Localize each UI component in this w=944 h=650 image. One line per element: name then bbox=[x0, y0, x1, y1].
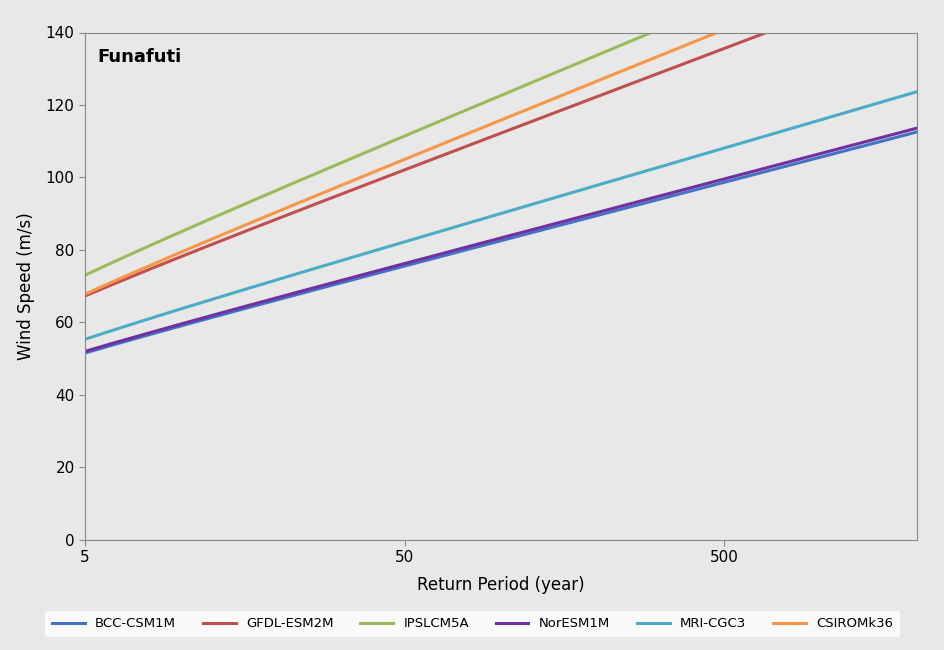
Y-axis label: Wind Speed (m/s): Wind Speed (m/s) bbox=[17, 212, 35, 360]
MRI-CGC3 bbox=[910, 88, 921, 96]
GFDL-ESM2M bbox=[79, 292, 91, 300]
CSIROMk36 bbox=[574, 84, 585, 92]
GFDL-ESM2M bbox=[529, 116, 540, 124]
BCC-CSM1M bbox=[760, 167, 771, 175]
NorESM1M bbox=[760, 164, 771, 172]
Line: MRI-CGC3: MRI-CGC3 bbox=[85, 92, 916, 339]
BCC-CSM1M bbox=[479, 241, 490, 249]
NorESM1M bbox=[474, 240, 485, 248]
IPSLCM5A bbox=[79, 271, 91, 279]
NorESM1M bbox=[529, 225, 540, 233]
NorESM1M bbox=[479, 239, 490, 246]
X-axis label: Return Period (year): Return Period (year) bbox=[416, 576, 584, 594]
Line: GFDL-ESM2M: GFDL-ESM2M bbox=[85, 0, 916, 296]
Legend: BCC-CSM1M, GFDL-ESM2M, IPSLCM5A, NorESM1M, MRI-CGC3, CSIROMk36: BCC-CSM1M, GFDL-ESM2M, IPSLCM5A, NorESM1… bbox=[45, 611, 899, 637]
BCC-CSM1M bbox=[910, 128, 921, 136]
MRI-CGC3 bbox=[529, 200, 540, 207]
BCC-CSM1M bbox=[79, 349, 91, 357]
Line: NorESM1M: NorESM1M bbox=[85, 128, 916, 352]
GFDL-ESM2M bbox=[760, 29, 771, 36]
MRI-CGC3 bbox=[760, 132, 771, 140]
GFDL-ESM2M bbox=[479, 135, 490, 143]
MRI-CGC3 bbox=[574, 187, 585, 194]
IPSLCM5A bbox=[529, 77, 540, 85]
CSIROMk36 bbox=[79, 291, 91, 298]
IPSLCM5A bbox=[474, 100, 485, 108]
Line: CSIROMk36: CSIROMk36 bbox=[85, 0, 916, 294]
CSIROMk36 bbox=[529, 102, 540, 110]
IPSLCM5A bbox=[479, 98, 490, 106]
MRI-CGC3 bbox=[79, 335, 91, 343]
CSIROMk36 bbox=[474, 125, 485, 133]
CSIROMk36 bbox=[479, 123, 490, 131]
Line: IPSLCM5A: IPSLCM5A bbox=[85, 0, 916, 275]
GFDL-ESM2M bbox=[574, 99, 585, 107]
MRI-CGC3 bbox=[890, 94, 902, 101]
MRI-CGC3 bbox=[474, 216, 485, 224]
Text: Funafuti: Funafuti bbox=[97, 47, 181, 66]
BCC-CSM1M bbox=[574, 216, 585, 224]
NorESM1M bbox=[910, 124, 921, 132]
BCC-CSM1M bbox=[890, 133, 902, 141]
NorESM1M bbox=[79, 348, 91, 356]
BCC-CSM1M bbox=[474, 242, 485, 250]
Line: BCC-CSM1M: BCC-CSM1M bbox=[85, 132, 916, 353]
NorESM1M bbox=[574, 213, 585, 221]
IPSLCM5A bbox=[574, 58, 585, 66]
MRI-CGC3 bbox=[479, 214, 490, 222]
GFDL-ESM2M bbox=[474, 137, 485, 145]
CSIROMk36 bbox=[760, 8, 771, 16]
NorESM1M bbox=[890, 129, 902, 137]
BCC-CSM1M bbox=[529, 228, 540, 236]
